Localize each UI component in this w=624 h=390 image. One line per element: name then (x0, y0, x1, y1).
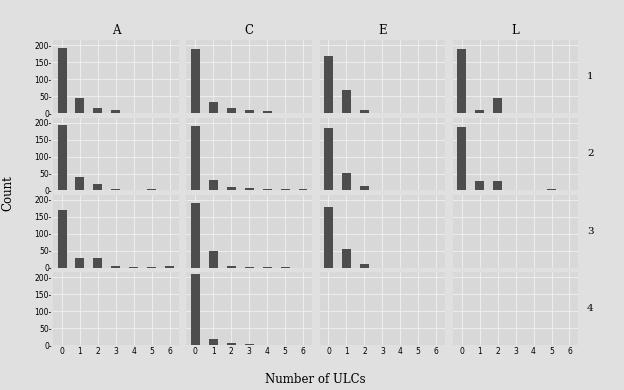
Bar (324, 207, 333, 268)
Bar (457, 49, 466, 113)
Bar (129, 267, 139, 268)
Bar (208, 102, 218, 113)
Bar (94, 108, 102, 113)
Bar (208, 251, 218, 268)
Bar (360, 110, 369, 113)
Bar (245, 267, 253, 268)
Bar (457, 127, 466, 190)
Bar (342, 173, 351, 190)
Bar (57, 48, 67, 113)
Bar (342, 90, 351, 113)
Bar (475, 181, 484, 190)
Bar (76, 177, 84, 190)
Text: C: C (245, 24, 253, 37)
Text: 3: 3 (587, 227, 593, 236)
Bar (493, 181, 502, 190)
Bar (263, 112, 271, 113)
Bar (76, 258, 84, 268)
Bar (342, 249, 351, 268)
Bar (112, 110, 120, 113)
Bar (112, 266, 120, 268)
Bar (475, 110, 484, 113)
Bar (227, 187, 236, 190)
Text: E: E (378, 24, 387, 37)
Text: A: A (112, 24, 120, 37)
Bar (76, 98, 84, 113)
Bar (57, 125, 67, 190)
Text: Number of ULCs: Number of ULCs (265, 373, 366, 386)
Bar (165, 266, 174, 268)
Bar (281, 189, 290, 190)
Bar (94, 258, 102, 268)
Bar (324, 128, 333, 190)
Bar (360, 186, 369, 190)
Bar (147, 267, 156, 268)
Text: 2: 2 (587, 149, 593, 158)
Bar (191, 274, 200, 345)
Text: 1: 1 (587, 72, 593, 81)
Text: L: L (512, 24, 519, 37)
Bar (227, 344, 236, 345)
Bar (208, 180, 218, 190)
Bar (94, 184, 102, 190)
Bar (324, 56, 333, 113)
Bar (263, 189, 271, 190)
Bar (227, 108, 236, 113)
Bar (245, 344, 253, 345)
Bar (493, 98, 502, 113)
Bar (208, 339, 218, 345)
Bar (263, 267, 271, 268)
Bar (245, 188, 253, 190)
Bar (298, 189, 308, 190)
Bar (281, 267, 290, 268)
Bar (245, 110, 253, 113)
Bar (227, 266, 236, 268)
Bar (191, 126, 200, 190)
Text: Count: Count (1, 175, 14, 211)
Bar (191, 203, 200, 268)
Text: 4: 4 (587, 304, 593, 313)
Bar (57, 210, 67, 268)
Bar (360, 264, 369, 268)
Bar (112, 189, 120, 190)
Bar (191, 49, 200, 113)
